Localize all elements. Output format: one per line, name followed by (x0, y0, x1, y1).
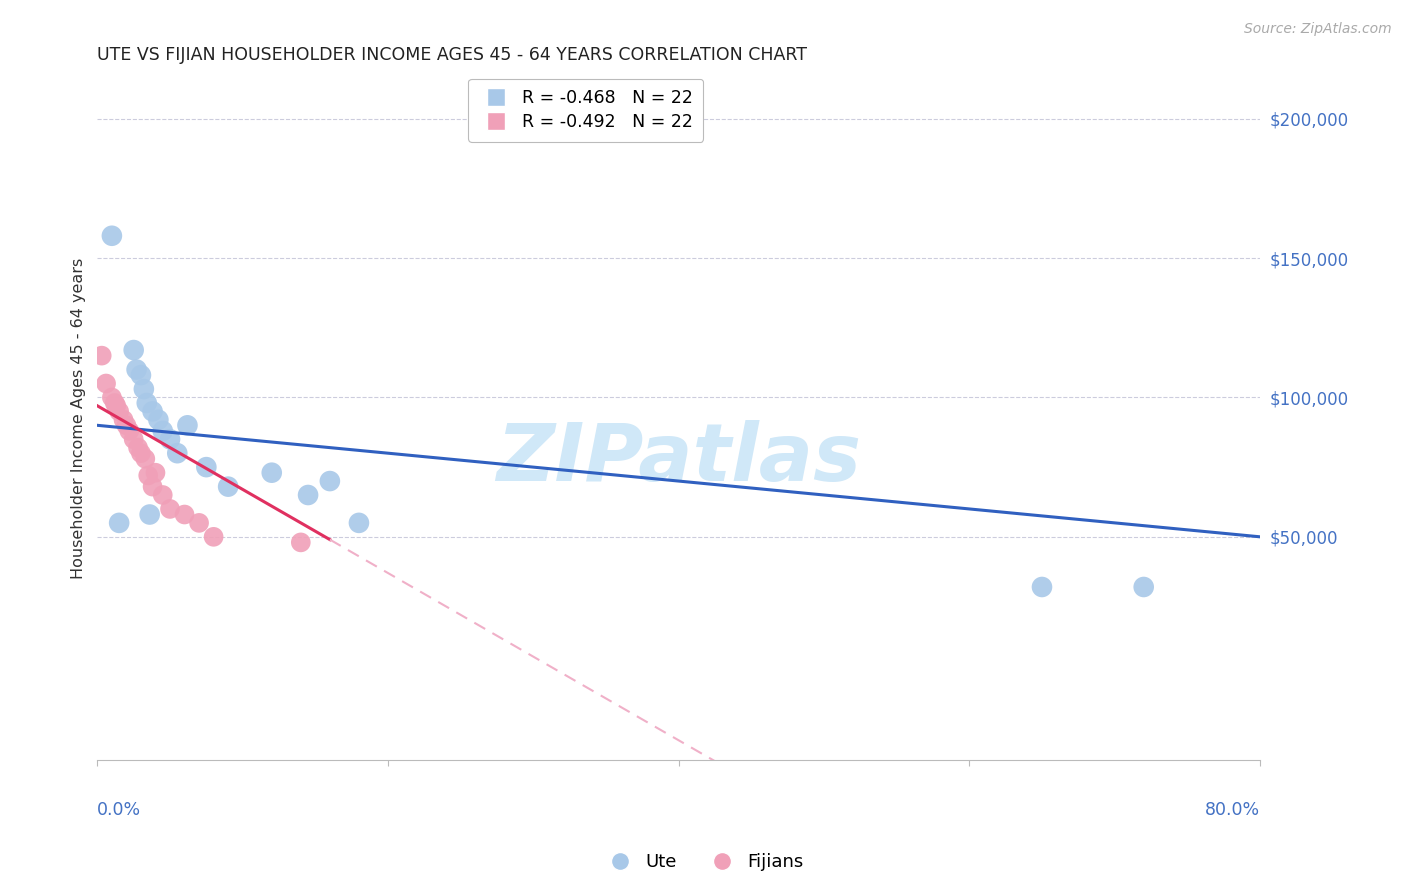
Point (129, 368, 152, 383)
Point (101, 391, 124, 405)
Text: UTE VS FIJIAN HOUSEHOLDER INCOME AGES 45 - 64 YEARS CORRELATION CHART: UTE VS FIJIAN HOUSEHOLDER INCOME AGES 45… (97, 46, 807, 64)
Point (1132, 580, 1154, 594)
Point (90, 349, 112, 363)
Y-axis label: Householder Income Ages 45 - 64 years: Householder Income Ages 45 - 64 years (72, 258, 86, 579)
Point (127, 441, 149, 455)
Point (122, 343, 145, 357)
Point (138, 508, 160, 522)
Text: 0.0%: 0.0% (97, 801, 142, 819)
Legend: R = -0.468   N = 22, R = -0.492   N = 22: R = -0.468 N = 22, R = -0.492 N = 22 (468, 78, 703, 142)
Point (347, 516, 370, 530)
Point (142, 404, 165, 418)
Point (122, 432, 145, 446)
Point (152, 424, 174, 438)
Text: ZIPatlas: ZIPatlas (496, 420, 860, 499)
Point (94, 376, 117, 391)
Point (217, 480, 239, 494)
Point (108, 404, 131, 418)
Point (134, 451, 156, 466)
Point (115, 418, 138, 433)
Point (148, 413, 170, 427)
Point (105, 399, 128, 413)
Legend: Ute, Fijians: Ute, Fijians (595, 847, 811, 879)
Point (195, 460, 218, 475)
Point (202, 530, 225, 544)
Point (159, 502, 181, 516)
Point (152, 488, 174, 502)
Text: 80.0%: 80.0% (1205, 801, 1260, 819)
Point (136, 468, 159, 483)
Point (101, 228, 124, 243)
Point (176, 418, 198, 433)
Point (173, 508, 195, 522)
Point (319, 474, 342, 488)
Point (145, 466, 167, 480)
Point (260, 466, 283, 480)
Point (166, 446, 188, 460)
Point (129, 446, 152, 460)
Point (132, 382, 155, 396)
Point (1031, 580, 1053, 594)
Point (108, 516, 131, 530)
Point (142, 480, 165, 494)
Point (104, 396, 127, 410)
Point (135, 396, 157, 410)
Point (188, 516, 211, 530)
Point (112, 413, 135, 427)
Point (290, 535, 312, 549)
Point (118, 424, 141, 438)
Point (297, 488, 319, 502)
Point (159, 432, 181, 446)
Point (125, 362, 148, 376)
Text: Source: ZipAtlas.com: Source: ZipAtlas.com (1244, 22, 1392, 37)
